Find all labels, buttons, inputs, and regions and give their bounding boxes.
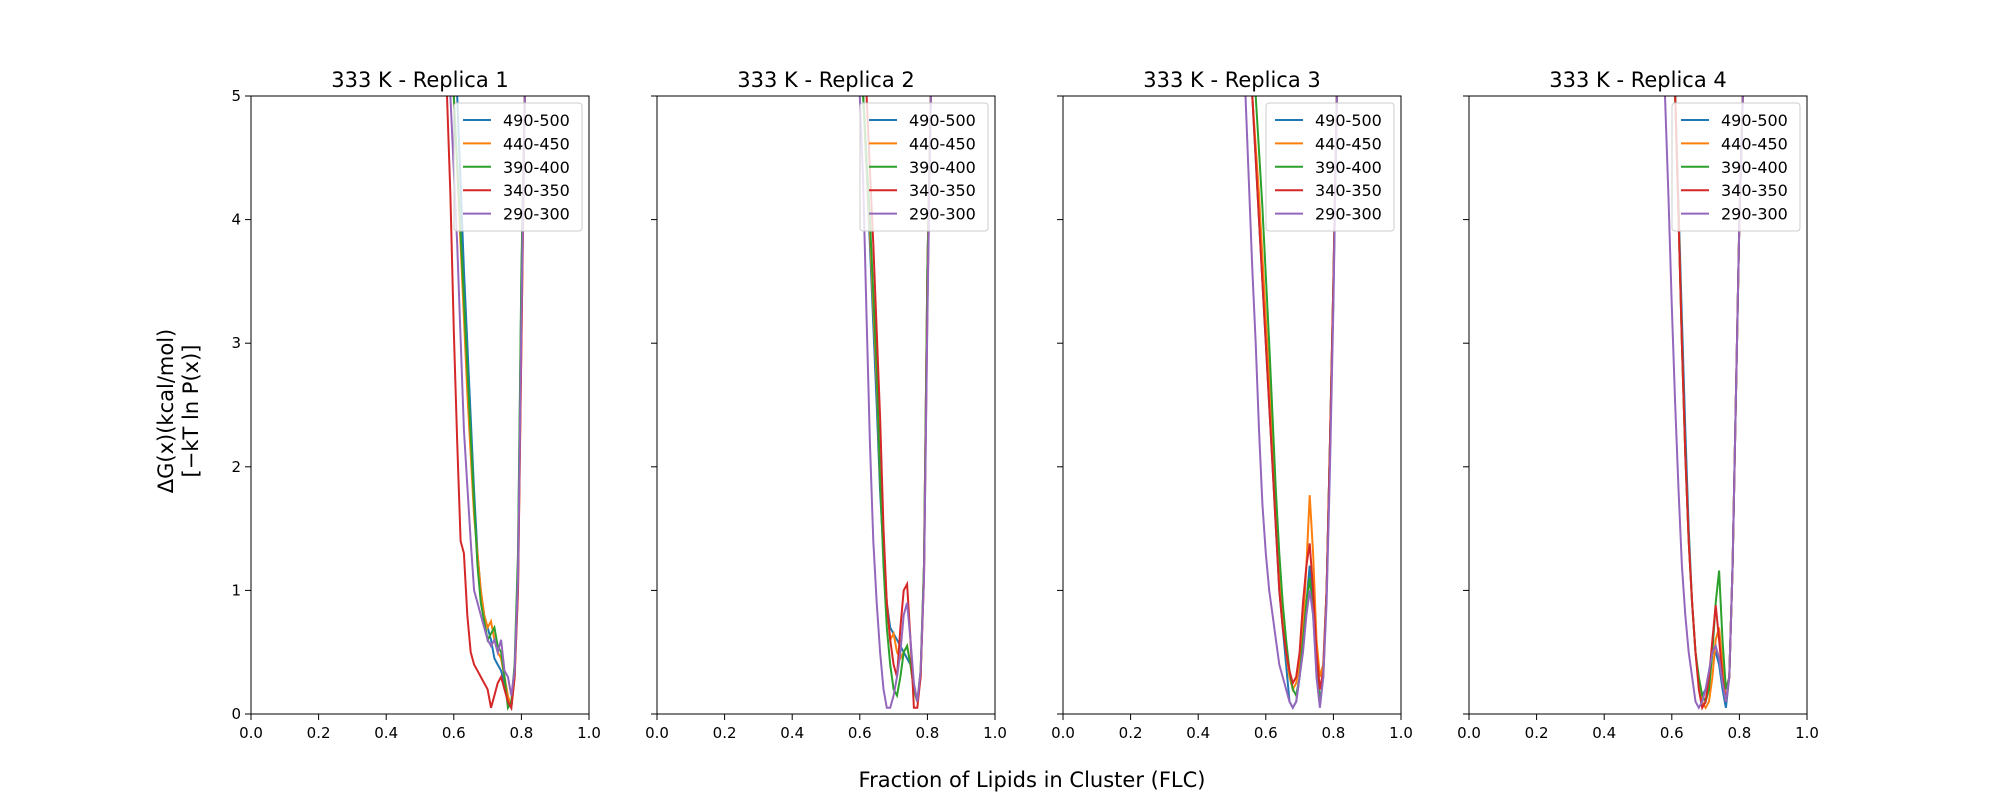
legend-box [1671, 102, 1801, 232]
x-tick-label: 0.2 [307, 724, 331, 742]
panel-title: 333 K - Replica 4 [1549, 68, 1726, 92]
series-lines [858, 96, 932, 709]
y-tick-label: 2 [231, 458, 241, 476]
legend-label: 440-450 [909, 134, 976, 153]
x-tick-label: 0.8 [915, 724, 939, 742]
series-line-290-300 [449, 96, 526, 696]
legend-label: 340-350 [1315, 181, 1382, 200]
legend-label: 490-500 [503, 111, 570, 130]
y-axis-label-line1: ΔG(x)(kcal/mol) [154, 329, 178, 493]
x-tick-label: 0.2 [713, 724, 737, 742]
series-line-340-350 [446, 96, 526, 712]
x-tick-label: 0.4 [780, 724, 804, 742]
legend-label: 290-300 [909, 205, 976, 224]
y-tick-label: 0 [231, 705, 241, 723]
y-tick-label: 5 [231, 87, 241, 105]
legend: 490-500 440-450 390-400 340-350 290-300 [859, 102, 989, 232]
chart-panel-3: 333 K - Replica 3 0.0 0.2 0.4 0.6 0.8 1.0 490-5… [1051, 68, 1413, 742]
x-axis-label: Fraction of Lipids in Cluster (FLC) [859, 768, 1206, 792]
panel-title: 333 K - Replica 1 [331, 68, 508, 92]
x-tick-label: 0.6 [1660, 724, 1684, 742]
series-line-290-300 [858, 96, 932, 709]
legend-label: 390-400 [1315, 158, 1382, 177]
legend-label: 490-500 [1721, 111, 1788, 130]
x-tick-label: 1.0 [577, 724, 601, 742]
series-line-290-300 [1244, 96, 1338, 710]
x-tick-label: 1.0 [983, 724, 1007, 742]
series-lines [1244, 96, 1338, 710]
legend-label: 490-500 [909, 111, 976, 130]
chart-panel-4: 333 K - Replica 4 0.0 0.2 0.4 0.6 0.8 1.0 490-5… [1457, 68, 1819, 742]
plot-frame [656, 95, 996, 715]
series-lines [446, 96, 526, 712]
legend-label: 440-450 [503, 134, 570, 153]
legend-label: 390-400 [1721, 158, 1788, 177]
legend-label: 290-300 [503, 205, 570, 224]
x-tick-label: 0.8 [1321, 724, 1345, 742]
x-tick-label: 0.4 [1592, 724, 1616, 742]
legend: 490-500 440-450 390-400 340-350 290-300 [1671, 102, 1801, 232]
legend: 490-500 440-450 390-400 340-350 290-300 [1265, 102, 1395, 232]
chart-panel-2: 333 K - Replica 2 0.0 0.2 0.4 0.6 0.8 1.0 490-5… [645, 68, 1007, 742]
y-axis-label-line2: [−kT ln P(x)] [179, 345, 203, 478]
x-tick-label: 0.4 [374, 724, 398, 742]
x-tick-label: 0.8 [1727, 724, 1751, 742]
plot-frame [250, 95, 590, 715]
legend-label: 390-400 [909, 158, 976, 177]
x-tick-label: 0.2 [1525, 724, 1549, 742]
series-line-290-300 [1664, 96, 1744, 710]
y-tick-label: 3 [231, 334, 241, 352]
legend-label: 290-300 [1315, 205, 1382, 224]
x-tick-label: 0.6 [848, 724, 872, 742]
legend-label: 440-450 [1721, 134, 1788, 153]
x-tick-label: 0.4 [1186, 724, 1210, 742]
x-tick-label: 0.6 [442, 724, 466, 742]
y-tick-label: 4 [231, 211, 241, 229]
legend-label: 340-350 [909, 181, 976, 200]
legend-box [453, 102, 583, 232]
panel-title: 333 K - Replica 2 [737, 68, 914, 92]
x-tick-label: 1.0 [1389, 724, 1413, 742]
x-tick-label: 0.2 [1119, 724, 1143, 742]
chart-panels: 333 K - Replica 10.0 0.2 0.4 0.6 0.8 1.001234… [231, 68, 1818, 742]
legend-box [859, 102, 989, 232]
panel-title: 333 K - Replica 3 [1143, 68, 1320, 92]
y-tick-label: 1 [231, 581, 241, 599]
legend-label: 440-450 [1315, 134, 1382, 153]
legend-box [1265, 102, 1395, 232]
x-tick-label: 1.0 [1795, 724, 1819, 742]
legend-label: 340-350 [1721, 181, 1788, 200]
legend: 490-500 440-450 390-400 340-350 290-300 [453, 102, 583, 232]
legend-label: 490-500 [1315, 111, 1382, 130]
x-tick-label: 0.0 [645, 724, 669, 742]
x-tick-label: 0.6 [1254, 724, 1278, 742]
legend-label: 340-350 [503, 181, 570, 200]
x-tick-label: 0.0 [239, 724, 263, 742]
legend-label: 390-400 [503, 158, 570, 177]
legend-label: 290-300 [1721, 205, 1788, 224]
chart-panel-1: 333 K - Replica 10.0 0.2 0.4 0.6 0.8 1.001234… [231, 68, 600, 742]
plot-frame [1062, 95, 1402, 715]
x-tick-label: 0.8 [509, 724, 533, 742]
x-tick-label: 0.0 [1457, 724, 1481, 742]
x-tick-label: 0.0 [1051, 724, 1075, 742]
plot-frame [1468, 95, 1808, 715]
series-lines [1664, 96, 1744, 711]
